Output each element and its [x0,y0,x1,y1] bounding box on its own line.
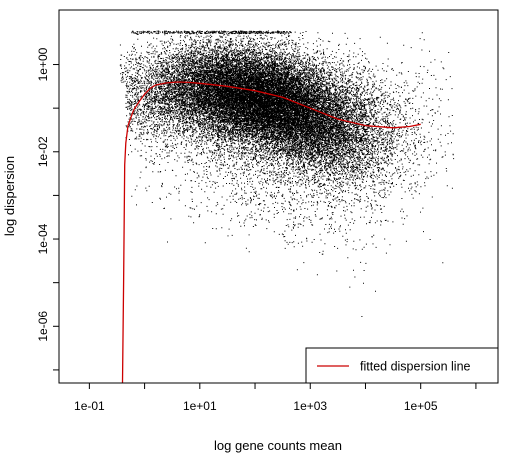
x-tick-label: 1e+03 [293,399,327,413]
y-tick-label: 1e-04 [36,223,50,254]
y-tick-label: 1e-06 [36,311,50,342]
y-tick-label: 1e+00 [36,47,50,81]
y-axis-title: log dispersion [2,156,17,236]
scatter-points [119,30,455,317]
x-tick-label: 1e+05 [404,399,438,413]
x-tick-label: 1e+01 [183,399,217,413]
legend-label: fitted dispersion line [360,360,471,374]
x-axis: 1e-01 1e+01 1e+03 1e+05 [74,383,477,413]
fitted-dispersion-line [121,81,421,384]
plot-frame [58,9,499,384]
x-axis-title: log gene counts mean [214,438,342,453]
fitted-line-layer [121,81,421,384]
y-axis: 1e+00 1e-02 1e-04 1e-06 [36,47,59,371]
legend: fitted dispersion line [305,347,499,384]
y-tick-label: 1e-02 [36,136,50,167]
scatter-point-cloud [119,30,455,317]
x-tick-label: 1e-01 [74,399,105,413]
